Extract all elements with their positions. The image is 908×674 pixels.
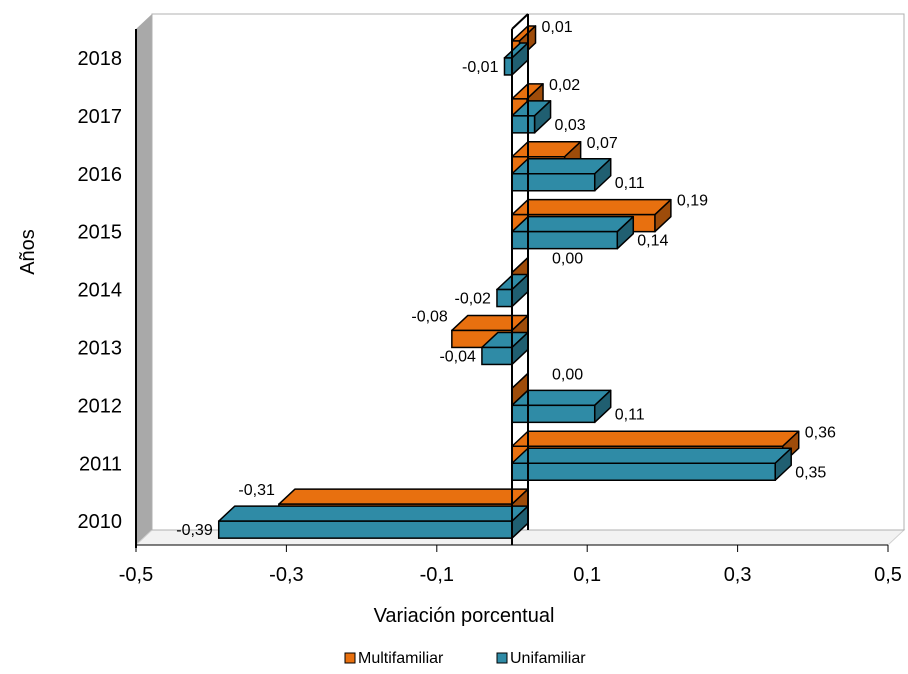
bar-front-face: [481, 346, 513, 366]
data-label-unifamiliar-2010: -0,39: [176, 522, 213, 539]
y-tick-label-2013: 2013: [78, 337, 123, 359]
y-tick-label-2016: 2016: [78, 164, 123, 186]
bar-unifamiliar-2011: [511, 447, 792, 481]
legend: Multifamiliar Unifamiliar: [344, 650, 586, 667]
bar-front-face: [217, 520, 513, 539]
bar-top-face: [511, 198, 672, 216]
legend-swatch: [344, 652, 356, 664]
bar-front-face: [511, 462, 776, 481]
bar-front-face: [496, 288, 513, 308]
data-label-unifamiliar-2018: -0,01: [462, 59, 499, 76]
bar-top-face: [278, 488, 529, 505]
x-axis: -0,5 -0,3 -0,1 0,1 0,3 0,5: [119, 544, 902, 586]
data-labels: -0,31 -0,39 0,36 0,35 0,00 0,11 -0,08 -0,04 0,00…: [176, 19, 836, 539]
data-label-multifamiliar-2014: 0,00: [552, 251, 583, 268]
legend-label: Multifamiliar: [358, 650, 444, 667]
data-label-unifamiliar-2015: 0,14: [637, 233, 668, 250]
y-tick-label-2017: 2017: [78, 106, 123, 128]
legend-swatch: [496, 652, 508, 664]
legend-label: Unifamiliar: [510, 650, 586, 667]
bar-front-face: [511, 404, 596, 424]
data-label-unifamiliar-2017: 0,03: [555, 117, 586, 134]
y-tick-label-2012: 2012: [78, 395, 123, 417]
data-label-unifamiliar-2013: -0,04: [439, 348, 476, 365]
bar-front-face: [503, 57, 513, 76]
bar-unifamiliar-2015: [511, 215, 635, 250]
data-label-multifamiliar-2013: -0,08: [411, 308, 448, 325]
y-tick-label-2014: 2014: [78, 280, 123, 302]
y-tick-label-2011: 2011: [79, 453, 122, 475]
y-tick-label-2015: 2015: [78, 222, 123, 244]
x-axis-title: Variación porcentual: [374, 605, 555, 627]
zero-line-layer: [511, 13, 529, 545]
x-tick-label: -0,3: [269, 564, 303, 586]
zero-line-top: [511, 13, 529, 30]
data-label-multifamiliar-2012: 0,00: [552, 366, 583, 383]
bar-front-face: [511, 173, 596, 192]
data-label-multifamiliar-2015: 0,19: [677, 193, 708, 210]
data-label-multifamiliar-2010: -0,31: [238, 482, 275, 499]
y-axis-title: Años: [17, 229, 39, 275]
data-label-multifamiliar-2011: 0,36: [805, 424, 836, 441]
bar-unifamiliar-2013: [481, 331, 529, 366]
bar-top-face: [511, 389, 612, 407]
data-label-multifamiliar-2017: 0,02: [549, 77, 580, 94]
bar-top-face: [511, 158, 612, 175]
data-label-unifamiliar-2011: 0,35: [795, 464, 826, 481]
y-axis: 2010 2011 2012 2013 2014 2015 2016 2017 2018: [78, 29, 137, 548]
bar-unifamiliar-2010: [217, 505, 529, 539]
bar-top-face: [511, 447, 792, 464]
bar-top-face: [511, 215, 635, 233]
x-tick-label: 0,3: [724, 564, 752, 586]
x-tick-label: -0,1: [420, 564, 454, 586]
bar-top-face: [217, 505, 529, 522]
bars-layer: [217, 25, 800, 539]
x-tick-label: 0,1: [573, 564, 601, 586]
data-label-multifamiliar-2016: 0,07: [587, 135, 618, 152]
bar-front-face: [511, 115, 536, 134]
x-tick-label: -0,5: [119, 564, 153, 586]
legend-item-multifamiliar: Multifamiliar: [344, 650, 444, 667]
data-label-unifamiliar-2014: -0,02: [454, 291, 491, 308]
bar-top-face: [511, 430, 800, 447]
data-label-unifamiliar-2016: 0,11: [615, 175, 645, 192]
data-label-multifamiliar-2018: 0,01: [542, 19, 573, 36]
y-tick-label-2010: 2010: [78, 511, 123, 533]
side-wall: [136, 14, 152, 545]
x-tick-label: 0,5: [874, 564, 902, 586]
y-tick-label-2018: 2018: [78, 48, 123, 70]
bar-unifamiliar-2012: [511, 389, 612, 424]
bar-unifamiliar-2016: [511, 158, 612, 192]
data-label-unifamiliar-2012: 0,11: [615, 406, 645, 423]
legend-item-unifamiliar: Unifamiliar: [496, 650, 586, 667]
